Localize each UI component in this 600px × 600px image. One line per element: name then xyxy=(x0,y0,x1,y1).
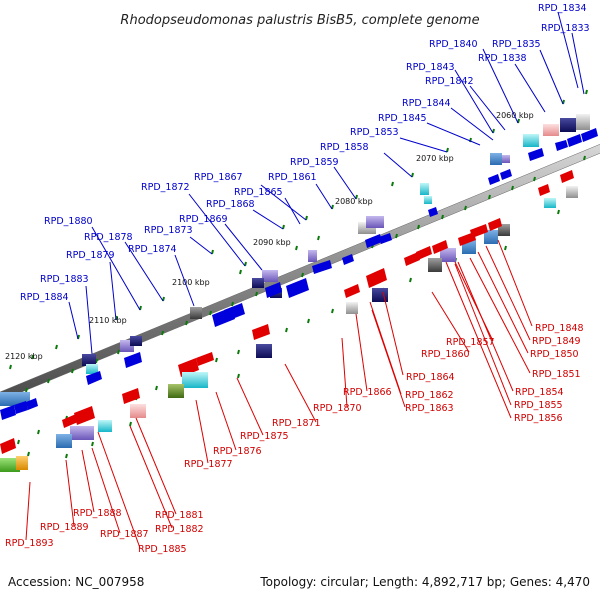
gene-label: RPD_1889 xyxy=(40,522,89,533)
gene-label: RPD_1856 xyxy=(514,413,563,424)
accession-text: Accession: NC_007958 xyxy=(8,575,144,589)
gene-label: RPD_1869 xyxy=(179,214,228,225)
top-leader-lines xyxy=(68,11,585,355)
gene-label: RPD_1875 xyxy=(240,431,289,442)
gene-label: RPD_1838 xyxy=(478,53,527,64)
gene-label: RPD_1857 xyxy=(446,337,495,348)
gene-label: RPD_1882 xyxy=(155,524,204,535)
gene-label: RPD_1854 xyxy=(515,387,564,398)
gene-label: RPD_1858 xyxy=(320,142,369,153)
bottom-leader-lines xyxy=(25,239,533,549)
gene-label: RPD_1867 xyxy=(194,172,243,183)
gene-label: RPD_1842 xyxy=(425,76,474,87)
gene-label: RPD_1834 xyxy=(538,3,587,14)
gene-label: RPD_1884 xyxy=(20,292,69,303)
gene-label: RPD_1866 xyxy=(343,387,392,398)
genome-backbone xyxy=(0,143,600,402)
gene-label: RPD_1868 xyxy=(206,199,255,210)
bottom-gene-labels: RPD_1848 RPD_1849 RPD_1850 RPD_1857 RPD_… xyxy=(5,323,584,555)
gene-label: RPD_1878 xyxy=(84,232,133,243)
gene-label: RPD_1877 xyxy=(184,459,233,470)
kbp-tick-label: 2080 kbp xyxy=(335,197,373,206)
reverse-genes xyxy=(0,170,578,472)
kbp-tick-label: 2110 kbp xyxy=(89,316,127,325)
gene-label: RPD_1855 xyxy=(514,400,563,411)
gene-label: RPD_1863 xyxy=(405,403,454,414)
gene-label: RPD_1883 xyxy=(40,274,89,285)
gene-label: RPD_1885 xyxy=(138,544,187,555)
gene-label: RPD_1850 xyxy=(530,349,579,360)
gene-label: RPD_1874 xyxy=(128,244,177,255)
gene-label: RPD_1887 xyxy=(100,529,149,540)
kbp-tick-label: 2090 kbp xyxy=(253,238,291,247)
gene-label: RPD_1860 xyxy=(421,349,470,360)
gene-label: RPD_1861 xyxy=(268,172,317,183)
gene-label: RPD_1879 xyxy=(66,250,115,261)
gene-label: RPD_1872 xyxy=(141,182,190,193)
gene-label: RPD_1862 xyxy=(405,390,454,401)
gene-label: RPD_1873 xyxy=(144,225,193,236)
forward-genes xyxy=(0,114,598,420)
gene-label: RPD_1893 xyxy=(5,538,54,549)
gene-label: RPD_1859 xyxy=(290,157,339,168)
gene-label: RPD_1881 xyxy=(155,510,204,521)
kbp-tick-label: 2070 kbp xyxy=(416,154,454,163)
kbp-tick-label: 2120 kbp xyxy=(5,352,43,361)
gene-label: RPD_1876 xyxy=(213,446,262,457)
gene-label: RPD_1864 xyxy=(406,372,455,383)
gene-label: RPD_1848 xyxy=(535,323,584,334)
gene-label: RPD_1880 xyxy=(44,216,93,227)
gene-label: RPD_1851 xyxy=(532,369,581,380)
gene-label: RPD_1835 xyxy=(492,39,541,50)
gene-label: RPD_1844 xyxy=(402,98,451,109)
gene-label: RPD_1840 xyxy=(429,39,478,50)
kbp-tick-label: 2100 kbp xyxy=(172,278,210,287)
gene-label: RPD_1843 xyxy=(406,62,455,73)
map-title: Rhodopseudomonas palustris BisB5, comple… xyxy=(120,13,479,28)
top-gene-labels: RPD_1834 RPD_1833 RPD_1835 RPD_1840 RPD_… xyxy=(20,3,590,303)
genome-summary-text: Topology: circular; Length: 4,892,717 bp… xyxy=(259,575,590,589)
gene-label: RPD_1871 xyxy=(272,418,321,429)
gene-label: RPD_1870 xyxy=(313,403,362,414)
gene-label: RPD_1849 xyxy=(532,336,581,347)
gene-label: RPD_1865 xyxy=(234,187,283,198)
gene-label: RPD_1888 xyxy=(73,508,122,519)
gene-label: RPD_1833 xyxy=(541,23,590,34)
gene-label: RPD_1853 xyxy=(350,127,399,138)
gene-label: RPD_1845 xyxy=(378,113,427,124)
